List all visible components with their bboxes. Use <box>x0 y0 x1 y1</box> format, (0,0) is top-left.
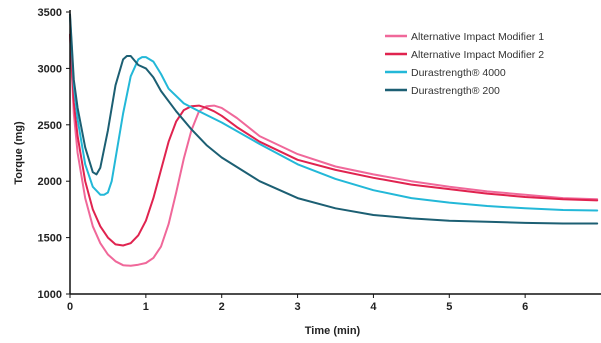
legend-label: Durastrength® 4000 <box>411 67 506 79</box>
y-tick-label: 1000 <box>38 289 62 301</box>
y-tick-label: 1500 <box>38 233 62 245</box>
y-tick-label: 2500 <box>38 120 62 132</box>
series-line-3 <box>69 16 599 212</box>
y-axis-title: Torque (mg) <box>13 121 25 185</box>
legend-label: Alternative Impact Modifier 1 <box>411 31 544 43</box>
plot-area <box>69 13 599 267</box>
x-tick-label: 4 <box>370 301 377 313</box>
x-tick-label: 3 <box>295 301 301 313</box>
series-line-4 <box>69 13 599 225</box>
y-tick-label: 3500 <box>38 7 62 19</box>
axes: 0 1 2 3 4 5 6 1000 1500 2000 2500 3000 3500 <box>38 7 601 313</box>
x-tick-label: 0 <box>67 301 73 313</box>
y-tick-label: 2000 <box>38 176 62 188</box>
legend: Alternative Impact Modifier 1 Alternative… <box>385 31 544 97</box>
x-tick-label: 1 <box>143 301 149 313</box>
x-axis-title: Time (min) <box>305 325 361 337</box>
x-tick-label: 5 <box>446 301 452 313</box>
x-tick-label: 2 <box>219 301 225 313</box>
y-tick-label: 3000 <box>38 63 62 75</box>
legend-label: Alternative Impact Modifier 2 <box>411 49 544 61</box>
series-line-1 <box>69 33 599 267</box>
legend-label: Durastrength® 200 <box>411 85 500 97</box>
series-line-2 <box>69 33 599 247</box>
x-tick-label: 6 <box>522 301 528 313</box>
